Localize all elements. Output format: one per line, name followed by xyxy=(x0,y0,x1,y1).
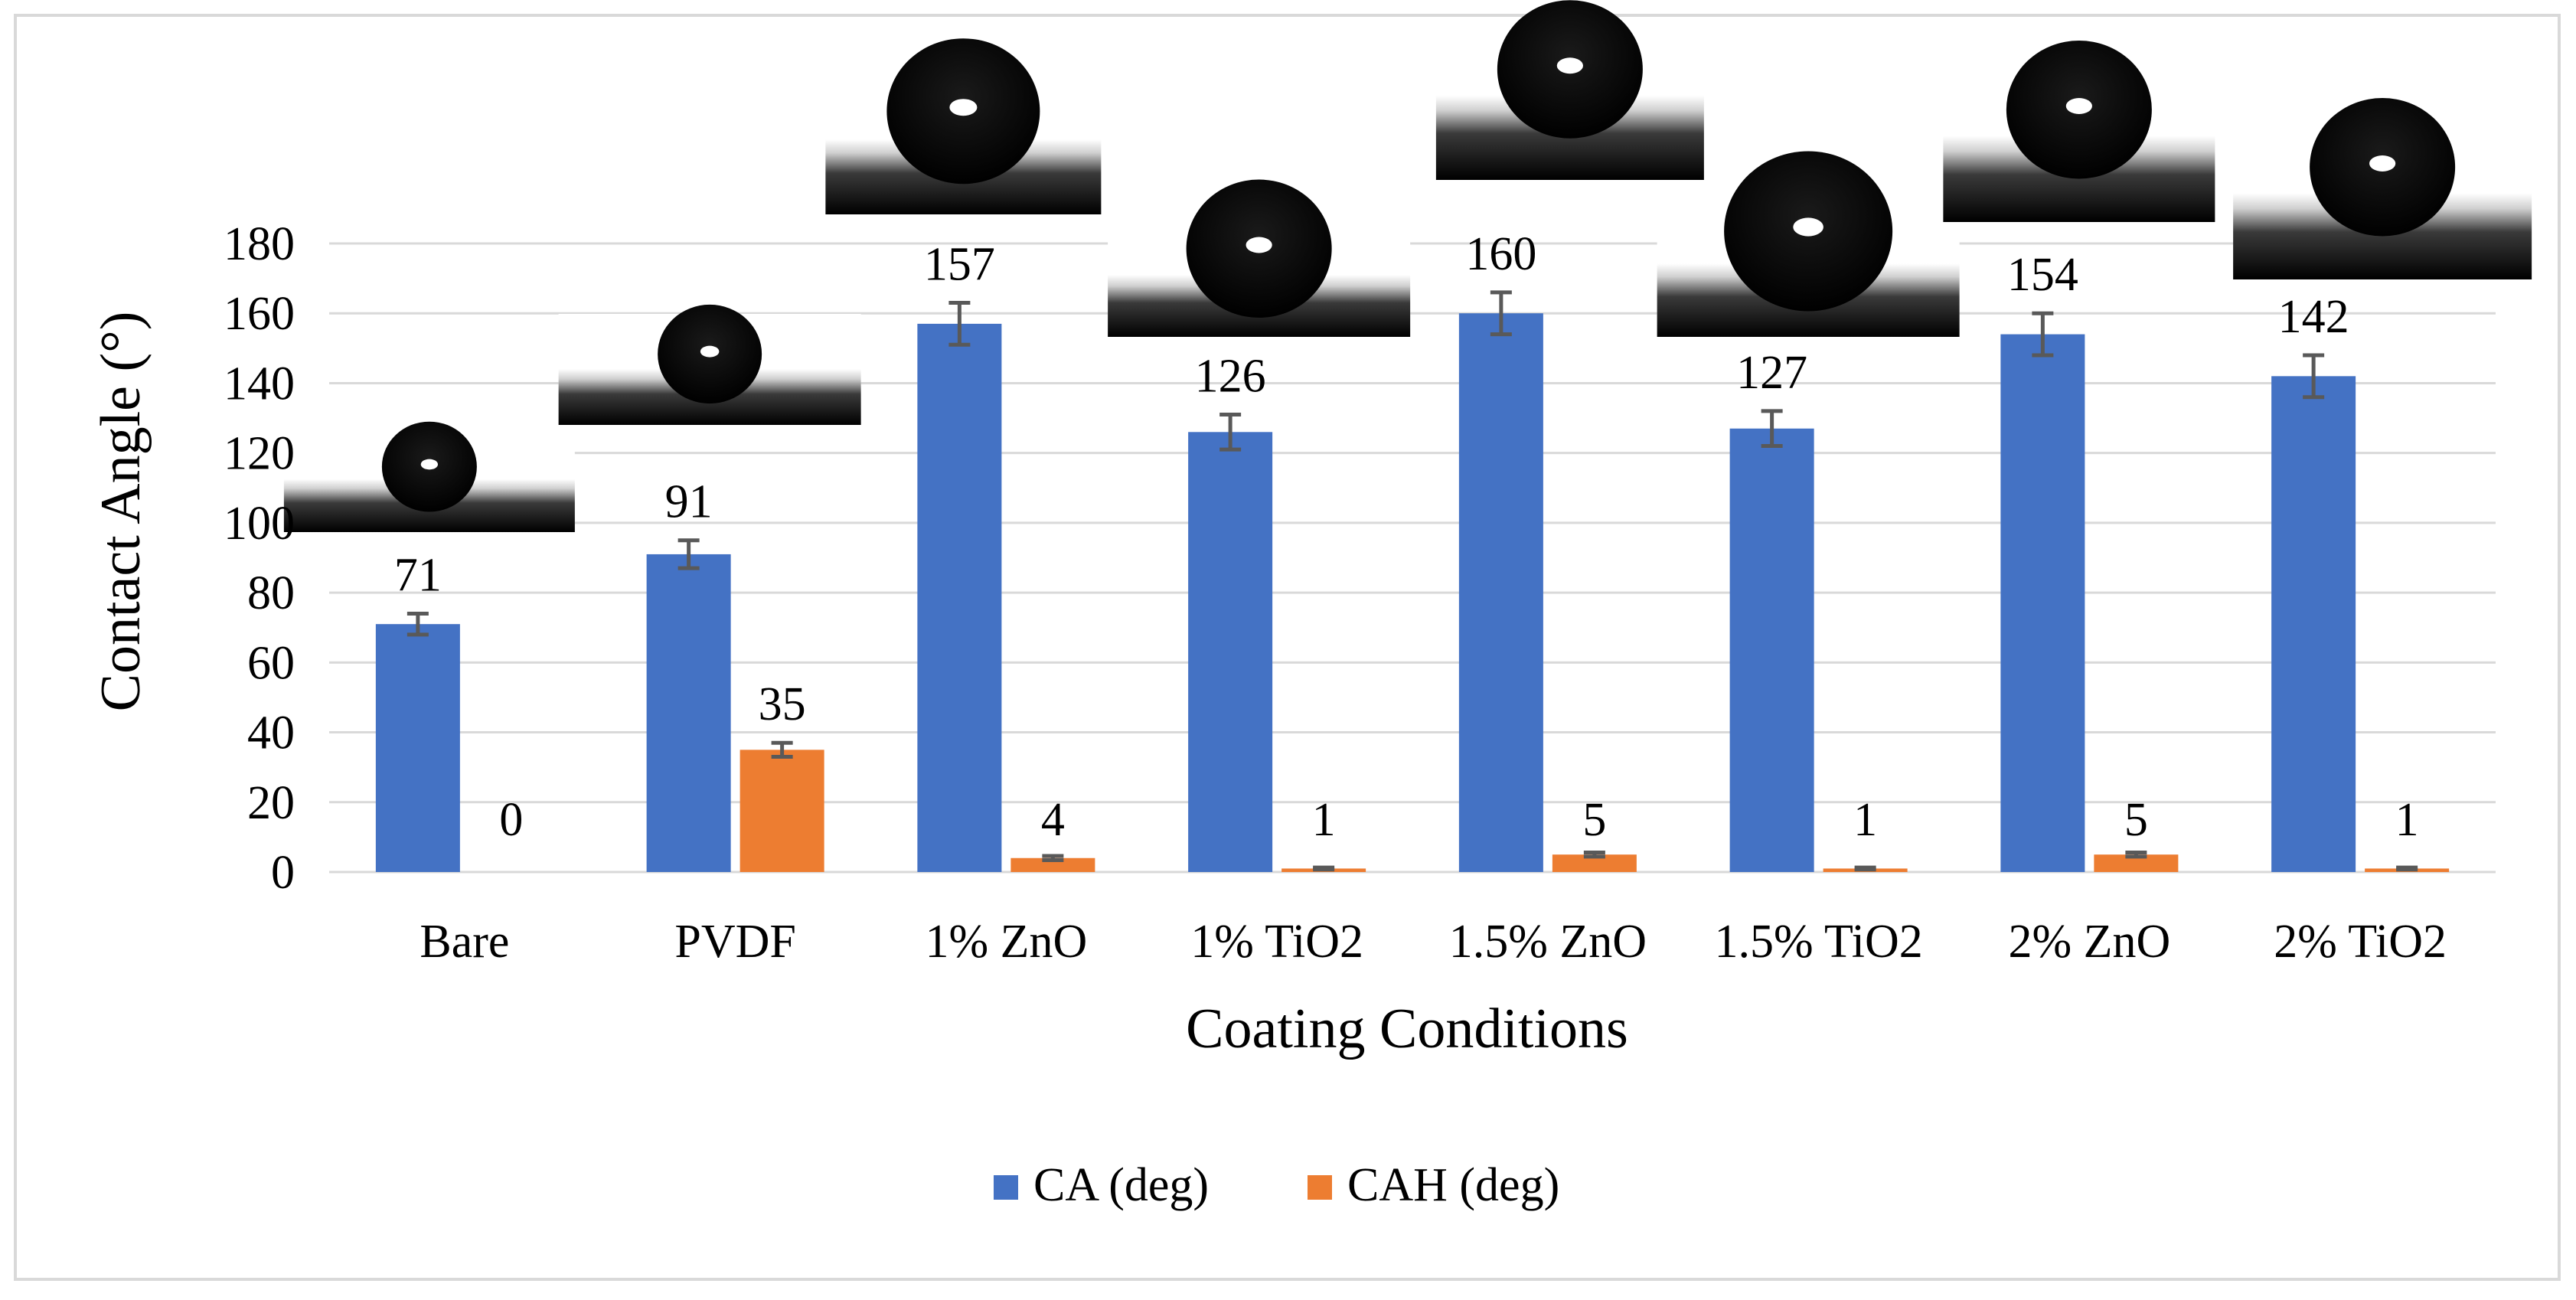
y-tick-label: 100 xyxy=(224,498,295,550)
data-label-cah: 1 xyxy=(2395,794,2419,846)
data-label-cah: 5 xyxy=(1582,794,1606,846)
data-label-ca: 91 xyxy=(665,476,713,528)
y-tick-label: 60 xyxy=(247,637,295,689)
bar-ca xyxy=(646,554,731,872)
data-label-ca: 160 xyxy=(1465,228,1536,280)
bar-cah xyxy=(1552,854,1637,872)
error-bar xyxy=(1219,412,1242,452)
labels: 0 20 40 60 80 100 120 140 160 180 71 0 Bare 91 35 PVDF 1… xyxy=(224,218,2447,968)
error-bar xyxy=(1854,865,1876,872)
x-tick-label: 2% ZnO xyxy=(2008,916,2170,968)
y-tick-label: 120 xyxy=(224,428,295,480)
legend: CA (deg) CAH (deg) xyxy=(994,1159,1559,1211)
data-label-cah: 35 xyxy=(759,678,806,730)
x-tick-label: 1.5% ZnO xyxy=(1449,916,1647,968)
error-bar xyxy=(948,301,971,347)
droplet-photo xyxy=(1435,0,1704,180)
legend-swatch-cah xyxy=(1308,1175,1332,1200)
data-label-ca: 154 xyxy=(2007,249,2078,301)
error-bar xyxy=(771,740,793,759)
error-bar xyxy=(1490,290,1512,337)
legend-label-cah: CAH (deg) xyxy=(1347,1159,1559,1211)
data-label-ca: 142 xyxy=(2278,291,2349,343)
bar-ca xyxy=(1729,428,1814,872)
data-label-cah: 4 xyxy=(1041,794,1065,846)
x-tick-label: 2% TiO2 xyxy=(2274,916,2447,968)
error-bar xyxy=(2303,353,2325,400)
data-label-ca: 71 xyxy=(394,549,442,601)
y-tick-label: 80 xyxy=(247,567,295,619)
bar-cah xyxy=(739,750,824,872)
x-tick-label: 1% ZnO xyxy=(925,916,1087,968)
droplet-photo xyxy=(1108,179,1411,337)
x-tick-label: 1.5% TiO2 xyxy=(1715,916,1923,968)
y-tick-label: 0 xyxy=(271,847,295,899)
data-label-ca: 157 xyxy=(924,239,995,291)
error-bar xyxy=(1042,854,1064,862)
droplet-photo xyxy=(1943,41,2215,222)
legend-label-ca: CA (deg) xyxy=(1033,1159,1209,1211)
y-tick-label: 20 xyxy=(247,777,295,829)
x-tick-label: Bare xyxy=(420,916,509,968)
error-bar xyxy=(2125,850,2147,859)
error-bar xyxy=(677,538,700,570)
droplet-photo xyxy=(825,38,1102,214)
error-bar xyxy=(1583,850,1605,859)
y-tick-label: 140 xyxy=(224,358,295,410)
bar-cah xyxy=(2094,854,2179,872)
error-bar xyxy=(1761,409,1783,449)
data-label-cah: 1 xyxy=(1853,794,1877,846)
x-tick-label: 1% TiO2 xyxy=(1190,916,1363,968)
bars xyxy=(375,290,2450,873)
droplet-photos xyxy=(283,0,2532,532)
bar-ca xyxy=(1458,313,1543,872)
bar-ca xyxy=(2000,334,2085,873)
bar-ca xyxy=(375,624,460,872)
y-tick-label: 180 xyxy=(224,218,295,270)
y-tick-label: 160 xyxy=(224,288,295,340)
bar-ca xyxy=(1188,432,1273,872)
droplet-photo xyxy=(558,304,861,425)
error-bar xyxy=(2032,311,2054,358)
error-bar xyxy=(2396,865,2418,872)
x-axis-title: Coating Conditions xyxy=(1186,998,1628,1060)
droplet-photo xyxy=(1657,151,1960,337)
data-label-cah: 5 xyxy=(2124,794,2148,846)
error-bar xyxy=(406,611,429,637)
x-tick-label: PVDF xyxy=(674,916,796,968)
data-label-ca: 127 xyxy=(1736,347,1807,399)
legend-swatch-ca xyxy=(994,1175,1018,1200)
bar-cah xyxy=(1010,857,1095,872)
droplet-photo xyxy=(2233,98,2532,279)
data-label-cah: 0 xyxy=(499,794,523,846)
y-axis-title: Contact Angle (°) xyxy=(90,312,152,712)
bar-ca xyxy=(2271,376,2356,872)
droplet-photo xyxy=(283,421,575,532)
bar-ca xyxy=(917,323,1002,873)
error-bar xyxy=(1313,865,1335,872)
data-label-ca: 126 xyxy=(1195,350,1266,402)
data-label-cah: 1 xyxy=(1312,794,1336,846)
y-tick-label: 40 xyxy=(247,707,295,759)
